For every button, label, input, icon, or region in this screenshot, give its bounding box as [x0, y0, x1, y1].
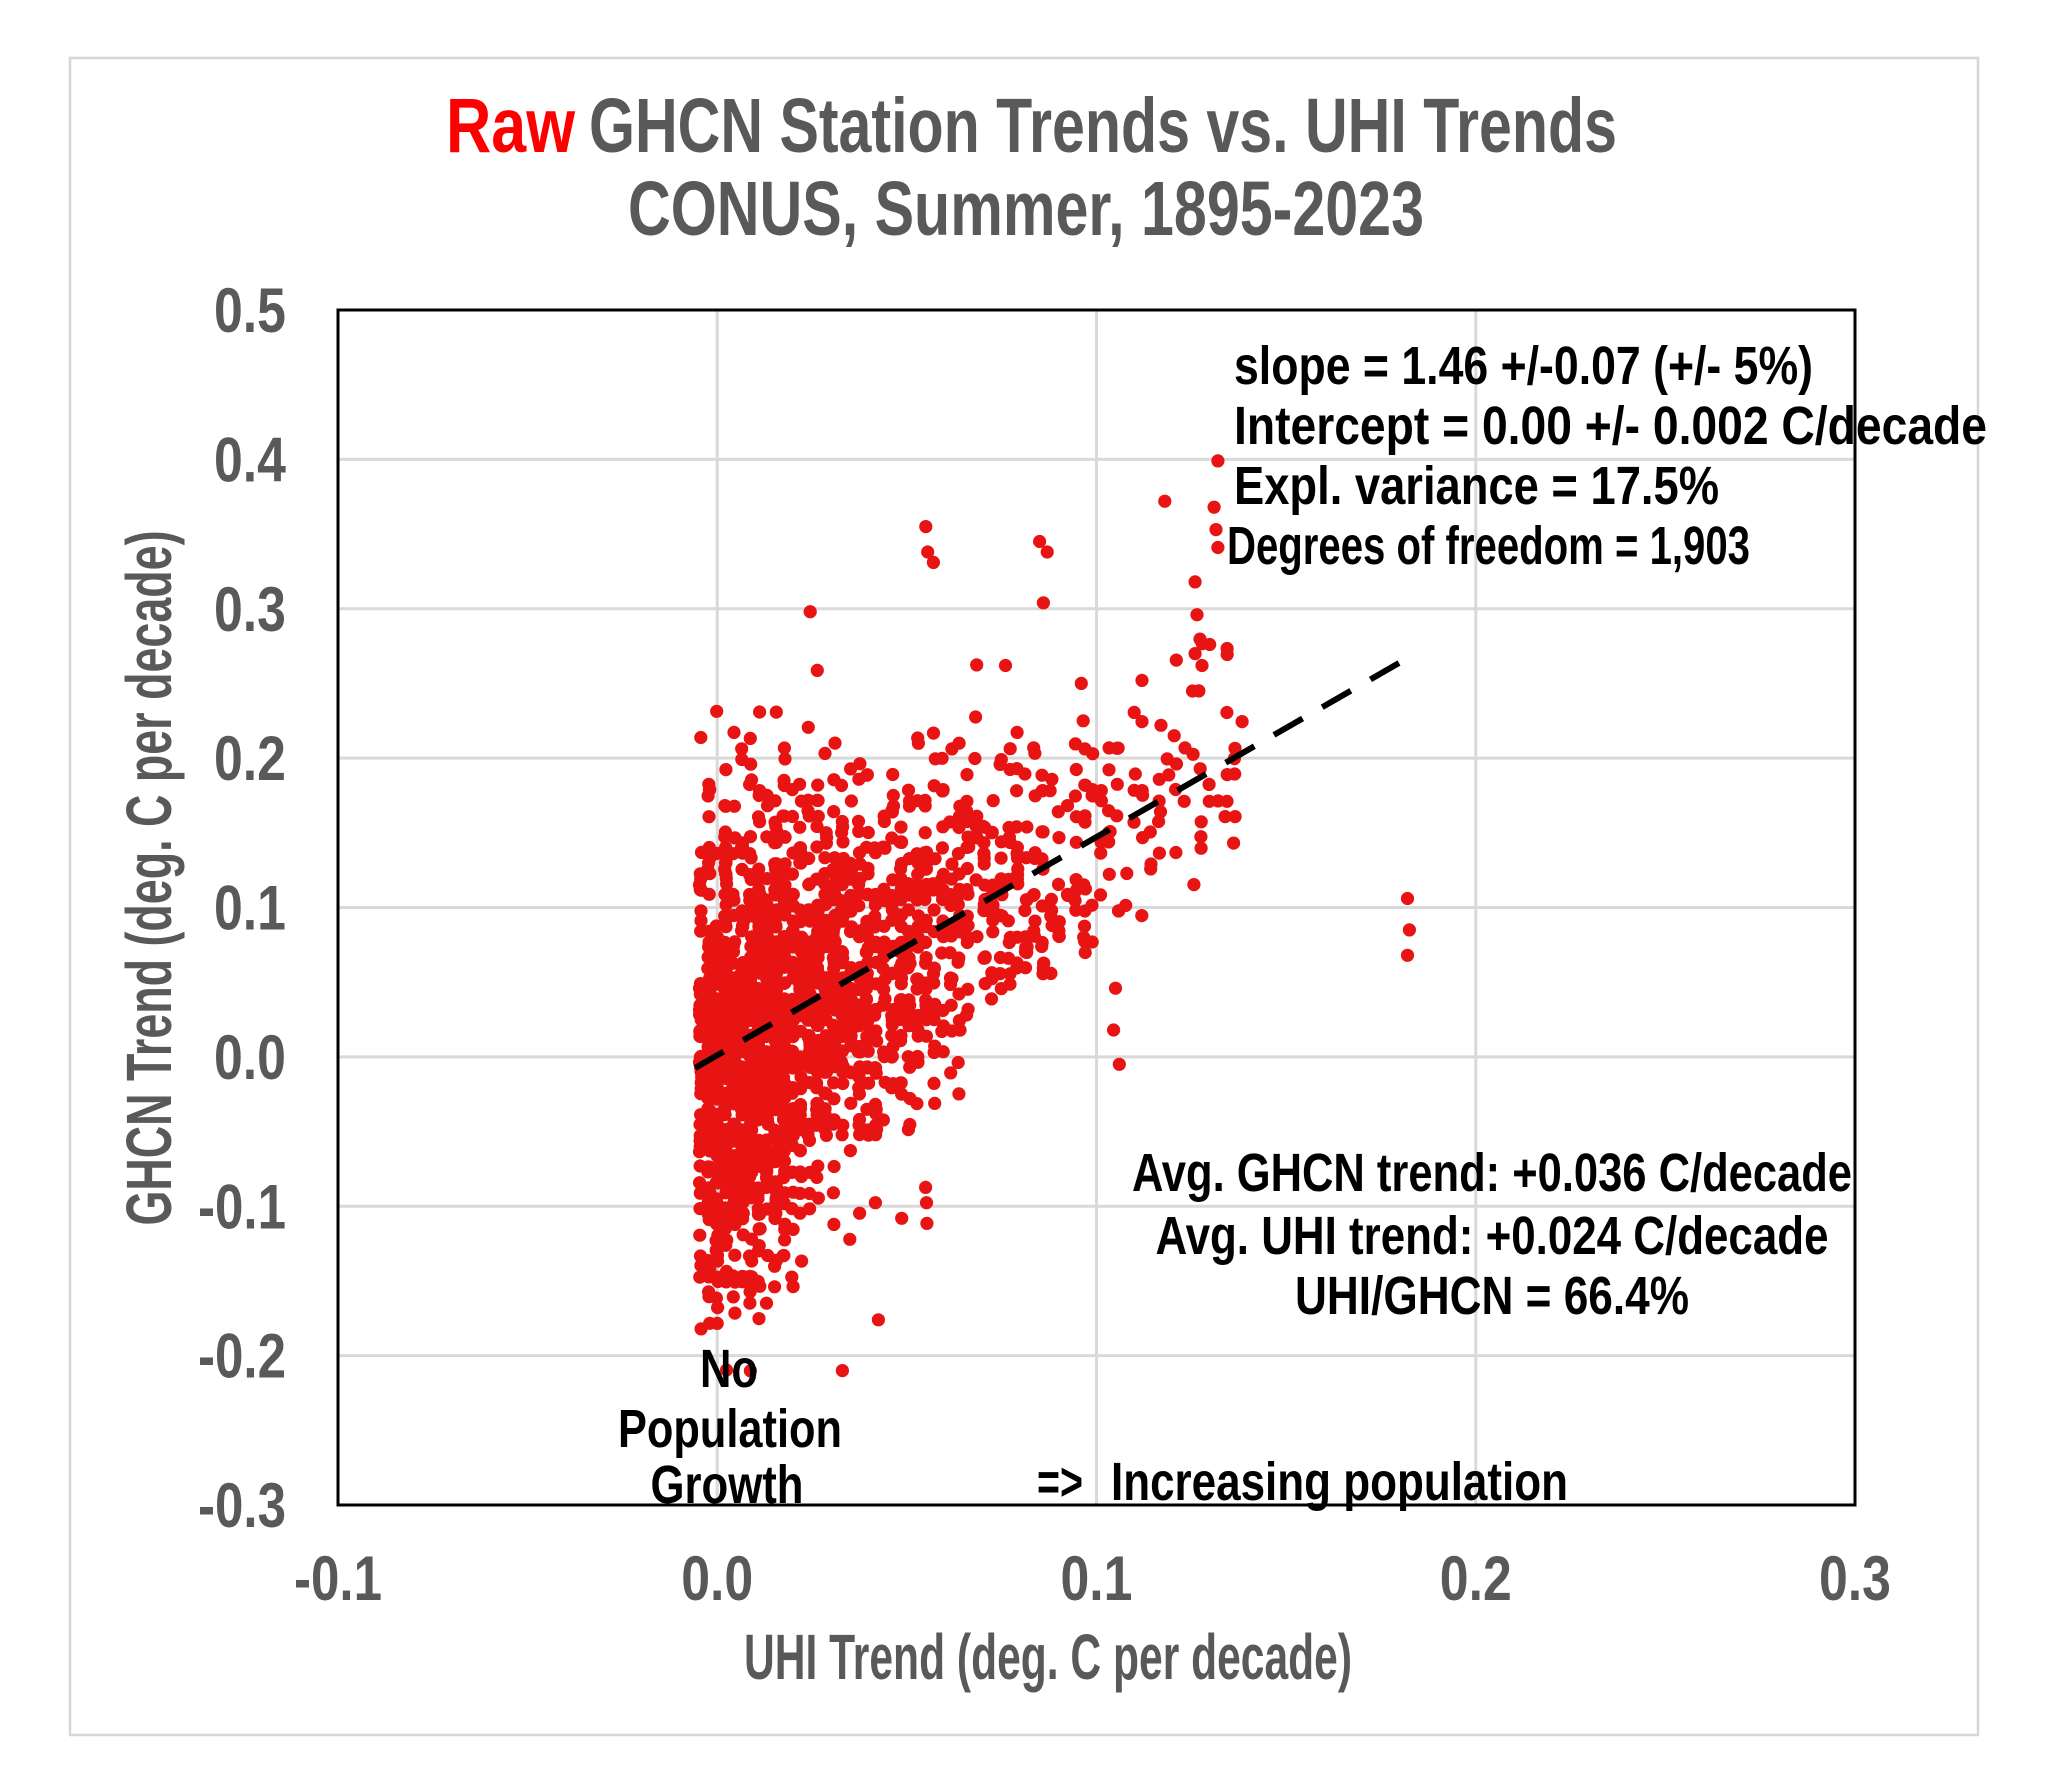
svg-text:Intercept = 0.00 +/- 0.002 C/d: Intercept = 0.00 +/- 0.002 C/decade: [1234, 396, 1987, 456]
svg-text:0.2: 0.2: [214, 724, 286, 794]
svg-text:0.1: 0.1: [214, 874, 286, 944]
svg-text:0.5: 0.5: [214, 276, 286, 346]
svg-text:-0.2: -0.2: [198, 1322, 286, 1392]
svg-text:0.3: 0.3: [1819, 1544, 1891, 1614]
svg-text:Population: Population: [618, 1399, 842, 1459]
svg-text:No: No: [700, 1339, 758, 1399]
svg-text:UHI/GHCN = 66.4%: UHI/GHCN = 66.4%: [1295, 1266, 1689, 1326]
svg-text:0.2: 0.2: [1440, 1544, 1512, 1614]
svg-text:-0.1: -0.1: [294, 1544, 382, 1614]
svg-text:Increasing population: Increasing population: [1111, 1452, 1568, 1512]
svg-text:CONUS, Summer, 1895-2023: CONUS, Summer, 1895-2023: [628, 166, 1424, 252]
svg-text:0.3: 0.3: [214, 575, 286, 645]
svg-text:UHI Trend (deg. C per decade): UHI Trend (deg. C per decade): [744, 1621, 1352, 1693]
svg-text:Degrees of freedom = 1,903: Degrees of freedom = 1,903: [1227, 516, 1750, 576]
svg-text:-0.3: -0.3: [198, 1471, 286, 1541]
svg-text:GHCN Trend (deg. C per decade): GHCN Trend (deg. C per decade): [113, 531, 185, 1226]
svg-text:Expl. variance = 17.5%: Expl. variance = 17.5%: [1234, 456, 1719, 516]
svg-text:=>: =>: [1037, 1452, 1083, 1512]
svg-text:0.1: 0.1: [1061, 1544, 1133, 1614]
svg-text:0.0: 0.0: [681, 1544, 753, 1614]
svg-text:slope = 1.46 +/-0.07 (+/- 5%): slope = 1.46 +/-0.07 (+/- 5%): [1234, 336, 1813, 396]
svg-text:0.4: 0.4: [214, 425, 286, 495]
svg-text:0.0: 0.0: [214, 1023, 286, 1093]
svg-text:-0.1: -0.1: [198, 1172, 286, 1242]
svg-text:Avg. GHCN trend: +0.036 C/deca: Avg. GHCN trend: +0.036 C/decade: [1132, 1143, 1852, 1203]
svg-text:Growth: Growth: [651, 1455, 804, 1515]
svg-text:Avg. UHI trend: +0.024 C/decad: Avg. UHI trend: +0.024 C/decade: [1156, 1206, 1829, 1266]
